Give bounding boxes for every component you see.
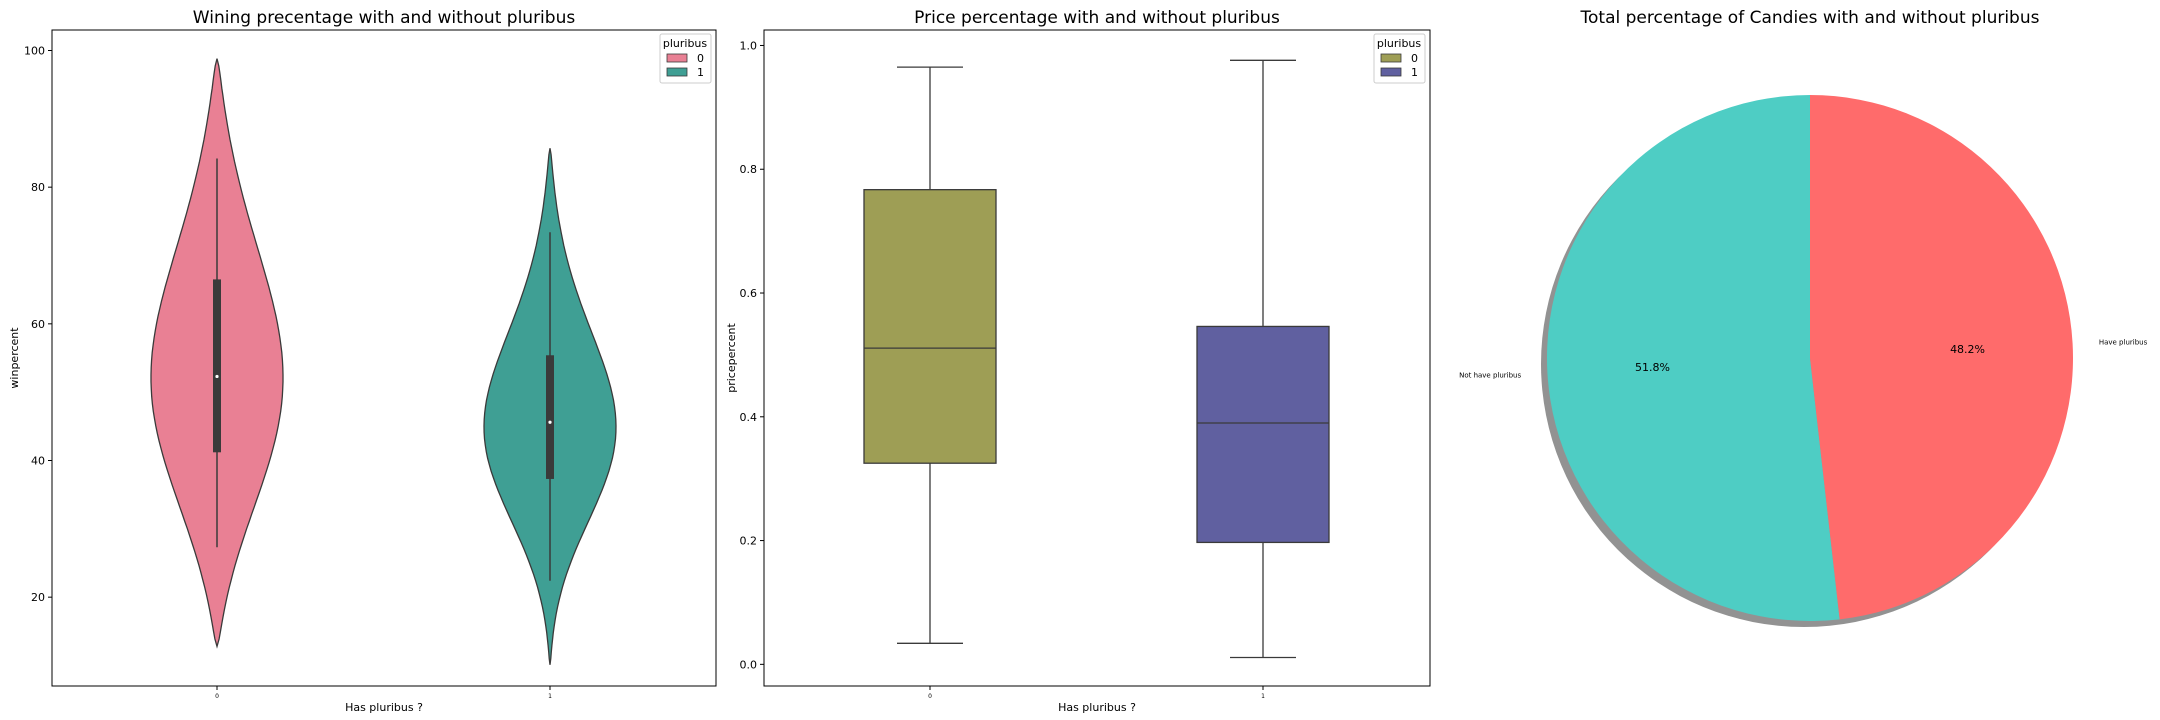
box-ylabel: pricepercent	[725, 323, 738, 393]
violin-ytick-label-4: 100	[24, 45, 45, 58]
violin-plot-area: 20 40 60 80 100 0 1	[24, 45, 617, 700]
violin-median-1	[548, 420, 552, 424]
box-ytick-label-3: 0.6	[740, 287, 758, 300]
box-legend: pluribus 0 1	[1373, 33, 1426, 84]
violin-legend-title: pluribus	[663, 37, 708, 50]
violin-ytick-label-2: 60	[31, 318, 45, 331]
pie-title: Total percentage of Candies with and wit…	[1580, 8, 2040, 28]
box-ytick-label-2: 0.4	[740, 411, 758, 424]
violin-xlabel: Has pluribus ?	[345, 701, 423, 714]
pie-label-0: Have pluribus	[2099, 339, 2148, 347]
pie-plot-area: Not have pluribus 51.8% Have pluribus 48.2%	[1459, 95, 2148, 627]
pie-pct-1: 51.8%	[1635, 361, 1670, 374]
violin-legend-entry-0: 0	[697, 52, 704, 65]
violin-xtick-label-1: 1	[548, 693, 552, 700]
violin-legend-swatch-1	[666, 67, 688, 77]
box-legend-entry-0: 0	[1411, 52, 1418, 65]
violin-xtick-label-0: 0	[215, 693, 219, 700]
pie-slice-1	[1547, 95, 1840, 621]
box-axes-frame	[763, 29, 1431, 687]
pie-pct-0: 48.2%	[1950, 343, 1985, 356]
box-ytick-label-5: 1.0	[740, 39, 758, 52]
pie-panel: Total percentage of Candies with and wit…	[1459, 8, 2148, 627]
box-legend-swatch-1	[1380, 67, 1402, 77]
box-panel: Price percentage with and without plurib…	[725, 8, 1431, 714]
box-ytick-label-1: 0.2	[740, 535, 758, 548]
box-legend-swatch-0	[1380, 53, 1402, 63]
violin-iqr-1	[546, 355, 554, 479]
box-iqr-0	[863, 189, 997, 464]
pie-label-1: Not have pluribus	[1459, 371, 1521, 379]
box-legend-entry-1: 1	[1411, 66, 1418, 79]
box-ytick-label-4: 0.8	[740, 163, 758, 176]
box-ytick-label-0: 0.0	[740, 658, 758, 671]
violin-ytick-label-3: 80	[31, 181, 45, 194]
violin-ylabel: winpercent	[8, 327, 21, 389]
violin-legend-entry-1: 1	[697, 66, 704, 79]
violin-ytick-label-1: 40	[31, 455, 45, 468]
box-plot-area: 0.0 0.2 0.4 0.6 0.8 1.0 0 1	[740, 39, 1330, 700]
box-legend-title: pluribus	[1377, 37, 1422, 50]
violin-axes-frame	[51, 29, 717, 687]
violin-median-0	[215, 374, 219, 379]
box-xtick-label-0: 0	[928, 693, 932, 700]
violin-title: Wining precentage with and without pluri…	[193, 8, 576, 28]
box-title: Price percentage with and without plurib…	[914, 8, 1280, 28]
violin-legend-swatch-0	[666, 53, 688, 63]
violin-panel: Wining precentage with and without pluri…	[8, 8, 717, 714]
violin-iqr-0	[213, 279, 221, 453]
violin-legend: pluribus 0 1	[659, 33, 712, 84]
violin-ytick-label-0: 20	[31, 591, 45, 604]
box-iqr-1	[1196, 325, 1330, 544]
box-xtick-label-1: 1	[1261, 693, 1265, 700]
box-xlabel: Has pluribus ?	[1058, 701, 1136, 714]
pie-slice-0	[1810, 95, 2074, 620]
